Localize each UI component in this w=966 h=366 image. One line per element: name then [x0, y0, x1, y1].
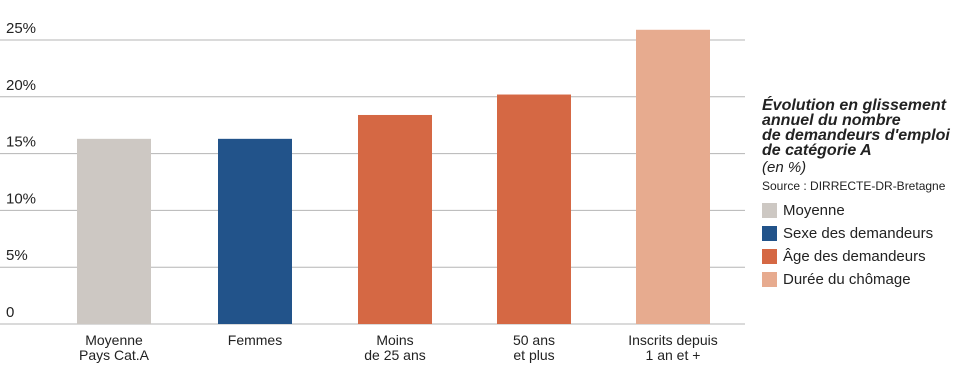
x-tick-label-line: Moins	[376, 332, 413, 348]
legend-swatch	[762, 272, 777, 287]
legend-item-moyenne: Moyenne	[762, 199, 966, 222]
chart-title: Évolution en glissement annuel du nombre…	[762, 97, 966, 159]
y-tick-label: 10%	[6, 190, 36, 207]
y-tick-label: 20%	[6, 77, 36, 94]
x-tick-label-line: et plus	[513, 347, 554, 363]
x-tick-label-line: Pays Cat.A	[79, 347, 150, 363]
bar	[358, 114, 432, 324]
x-tick-label: Femmes	[228, 332, 282, 348]
legend-swatch	[762, 249, 777, 264]
x-tick-label-line: Femmes	[228, 332, 282, 348]
chart-title-line: de catégorie A	[762, 142, 872, 159]
x-tick-label: Moyenne Pays Cat.A	[79, 332, 150, 363]
y-tick-label: 0	[6, 304, 14, 321]
x-tick-label-line: de 25 ans	[364, 347, 426, 363]
legend-label: Durée du chômage	[783, 271, 911, 288]
chart-unit: (en %)	[762, 159, 807, 176]
legend-item-sexe: Sexe des demandeurs	[762, 222, 966, 245]
x-axis: Moyenne Pays Cat.A Femmes Moins de 25 ans 50 …	[79, 332, 718, 363]
y-axis: 0 5% 10% 15% 20% 25%	[6, 20, 36, 321]
chart-title-line: de demandeurs d'emploi	[762, 127, 950, 144]
legend-label: Sexe des demandeurs	[783, 225, 934, 242]
bar	[636, 29, 710, 324]
legend-item-duree: Durée du chômage	[762, 268, 966, 291]
chart-title-line: annuel du nombre	[762, 112, 901, 129]
legend-label: Âge des demandeurs	[783, 248, 926, 265]
legend-label: Moyenne	[783, 202, 845, 219]
legend-swatch	[762, 203, 777, 218]
chart-info-panel: Évolution en glissement annuel du nombre…	[762, 98, 966, 291]
chart-title-line: Évolution en glissement	[762, 97, 947, 114]
legend: Moyenne Sexe des demandeurs Âge des dema…	[762, 199, 966, 291]
y-tick-label: 5%	[6, 247, 28, 264]
y-tick-label: 15%	[6, 134, 36, 151]
x-tick-label-line: 1 an et +	[646, 347, 701, 363]
bar	[218, 138, 292, 324]
bar	[77, 138, 151, 324]
legend-item-age: Âge des demandeurs	[762, 245, 966, 268]
y-tick-label: 25%	[6, 20, 36, 37]
x-tick-label: 50 ans et plus	[513, 332, 555, 363]
bar-series	[77, 29, 710, 324]
legend-swatch	[762, 226, 777, 241]
x-tick-label-line: 50 ans	[513, 332, 555, 348]
bar	[497, 94, 571, 324]
x-tick-label: Moins de 25 ans	[364, 332, 426, 363]
x-tick-label: Inscrits depuis 1 an et +	[628, 332, 717, 363]
x-tick-label-line: Inscrits depuis	[628, 332, 717, 348]
x-tick-label-line: Moyenne	[85, 332, 143, 348]
chart-source: Source : DIRRECTE-DR-Bretagne	[762, 179, 946, 193]
